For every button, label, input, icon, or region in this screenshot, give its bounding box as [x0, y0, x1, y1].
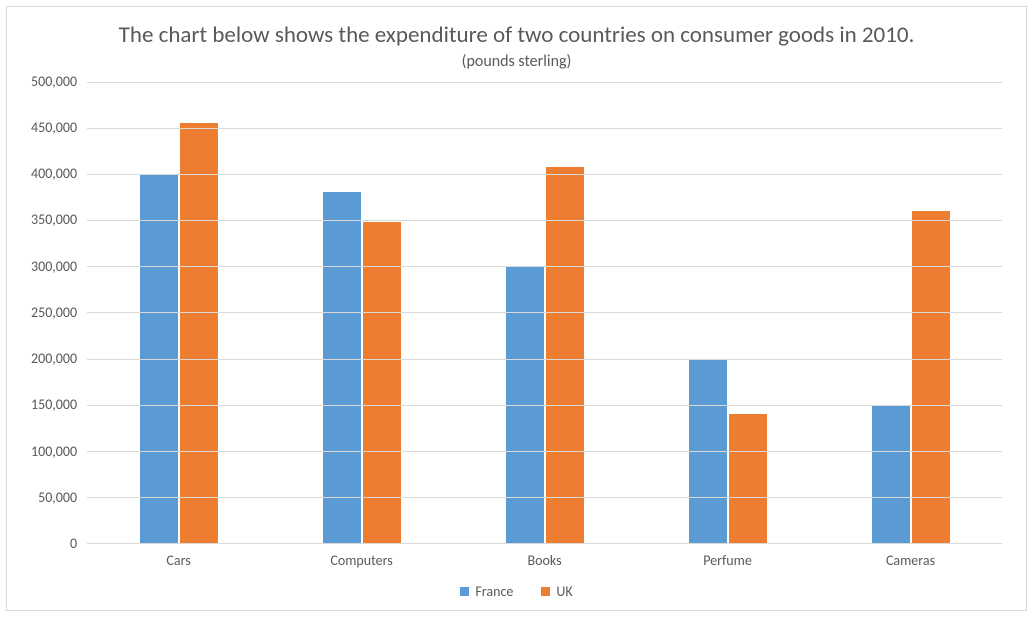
x-axis-labels: CarsComputersBooksPerfumeCameras: [87, 544, 1002, 569]
x-tick-label: Cameras: [819, 544, 1002, 569]
chart-title-block: The chart below shows the expenditure of…: [31, 21, 1002, 72]
bar-uk: [180, 123, 218, 543]
legend-swatch-uk: [541, 587, 550, 596]
bar-france: [323, 192, 361, 543]
plot-wrap: 500,000450,000400,000350,000300,000250,0…: [31, 82, 1002, 544]
bar-uk: [729, 414, 767, 543]
gridline: [87, 82, 1002, 83]
bar-uk: [363, 222, 401, 543]
gridline: [87, 312, 1002, 313]
legend: France UK: [31, 583, 1002, 600]
bar-france: [872, 405, 910, 543]
gridline: [87, 220, 1002, 221]
gridline: [87, 497, 1002, 498]
x-tick-label: Perfume: [636, 544, 819, 569]
gridline: [87, 174, 1002, 175]
chart-title: The chart below shows the expenditure of…: [31, 21, 1002, 50]
gridline: [87, 266, 1002, 267]
legend-item-uk: UK: [541, 583, 572, 600]
bar-uk: [546, 167, 584, 543]
chart-inner: The chart below shows the expenditure of…: [6, 6, 1027, 611]
legend-swatch-france: [460, 587, 469, 596]
chart-frame: The chart below shows the expenditure of…: [0, 0, 1033, 617]
gridline: [87, 128, 1002, 129]
plot-area: [87, 82, 1002, 544]
legend-label-uk: UK: [556, 583, 572, 600]
x-tick-label: Books: [453, 544, 636, 569]
gridline: [87, 451, 1002, 452]
gridline: [87, 405, 1002, 406]
x-axis-spacer: [31, 544, 87, 569]
x-axis: CarsComputersBooksPerfumeCameras: [31, 544, 1002, 569]
x-tick-label: Computers: [270, 544, 453, 569]
chart-subtitle: (pounds sterling): [31, 52, 1002, 72]
y-axis: 500,000450,000400,000350,000300,000250,0…: [31, 82, 87, 544]
legend-item-france: France: [460, 583, 513, 600]
x-tick-label: Cars: [87, 544, 270, 569]
legend-label-france: France: [475, 583, 513, 600]
bar-uk: [912, 211, 950, 543]
gridline: [87, 359, 1002, 360]
